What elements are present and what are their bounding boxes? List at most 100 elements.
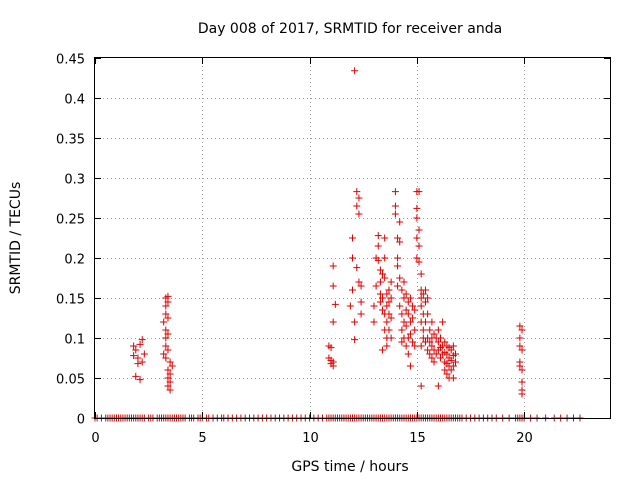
data-point [372,282,380,290]
data-point [415,226,423,234]
data-point [516,342,524,350]
data-point [413,204,421,212]
data-point [434,326,442,334]
data-point [421,318,429,326]
data-point [329,282,337,290]
y-tick-labels: 0 0.05 0.1 0.15 0.2 0.25 0.3 0.35 0.4 0.45 [56,53,85,428]
data-point [346,302,354,310]
y-tick-label: 0.45 [56,53,85,68]
data-point [164,382,172,390]
data-point [404,310,412,318]
data-point [400,278,408,286]
data-point [518,366,526,374]
data-point [349,286,356,294]
data-point [140,350,148,358]
data-point [138,358,146,366]
data-point [449,362,457,370]
data-point [374,256,382,264]
x-axis-title: GPS time / hours [291,459,408,475]
data-point [400,294,408,302]
data-point [417,382,425,390]
data-point [387,334,395,342]
data-point [162,342,170,350]
data-point [441,338,449,346]
data-point [417,342,425,350]
data-point [394,262,402,270]
data-point [370,302,378,310]
data-point [415,258,423,266]
data-point [434,338,442,346]
data-point [370,318,378,326]
data-point [166,386,174,394]
data-point [383,318,391,326]
data-point [376,266,384,274]
data-point [166,358,174,366]
data-point [136,340,144,348]
data-point [411,342,419,350]
data-point [426,326,434,334]
y-tick-label: 0.35 [56,133,85,148]
data-point [449,374,457,382]
data-point [355,278,363,286]
data-point [385,326,393,334]
y-tick-label: 0 [77,413,85,428]
data-point [398,310,406,318]
data-point [426,338,434,346]
data-point [413,254,421,262]
data-point [417,294,425,302]
data-point [383,342,391,350]
x-tick-labels: 0 5 10 15 20 [91,431,532,446]
data-point [164,346,172,354]
data-point [516,322,524,330]
data-point [376,290,384,298]
data-point [351,336,359,344]
data-point [398,326,406,334]
data-point [132,372,140,380]
data-point [518,378,526,386]
data-point [396,274,404,282]
data-point [415,188,423,196]
data-point [404,298,412,306]
data-point [430,358,438,366]
data-point [130,342,138,350]
data-point [396,302,404,310]
data-point [436,354,444,362]
data-point [379,306,387,314]
data-point [349,254,356,262]
y-tick-label: 0.3 [64,173,85,188]
data-point [436,334,444,342]
data-point [430,330,438,338]
data-point [353,202,361,210]
data-point [424,346,432,354]
data-point [136,376,144,384]
x-tick-label: 5 [198,431,206,446]
data-point [387,294,395,302]
data-point [385,298,393,306]
data-point [443,370,451,378]
data-point [449,342,457,350]
x-tick-label: 0 [91,431,99,446]
data-point [404,334,412,342]
data-point [415,242,423,250]
data-point [164,314,172,322]
data-point [421,298,429,306]
data-point [447,356,455,364]
data-point [413,234,421,242]
data-point [383,302,391,310]
data-point [351,318,359,326]
data-point [406,330,414,338]
data-point [374,242,382,250]
data-point [434,382,442,390]
data-point [132,346,140,354]
data-point [516,334,524,342]
data-point [398,286,406,294]
data-point [353,188,361,196]
data-point [329,262,337,270]
data-point [138,336,146,344]
data-point [404,350,412,358]
data-point [402,342,410,350]
data-point [349,234,356,242]
y-axis-title: SRMTID / TECUs [8,182,24,295]
y-tick-label: 0.1 [64,333,85,348]
